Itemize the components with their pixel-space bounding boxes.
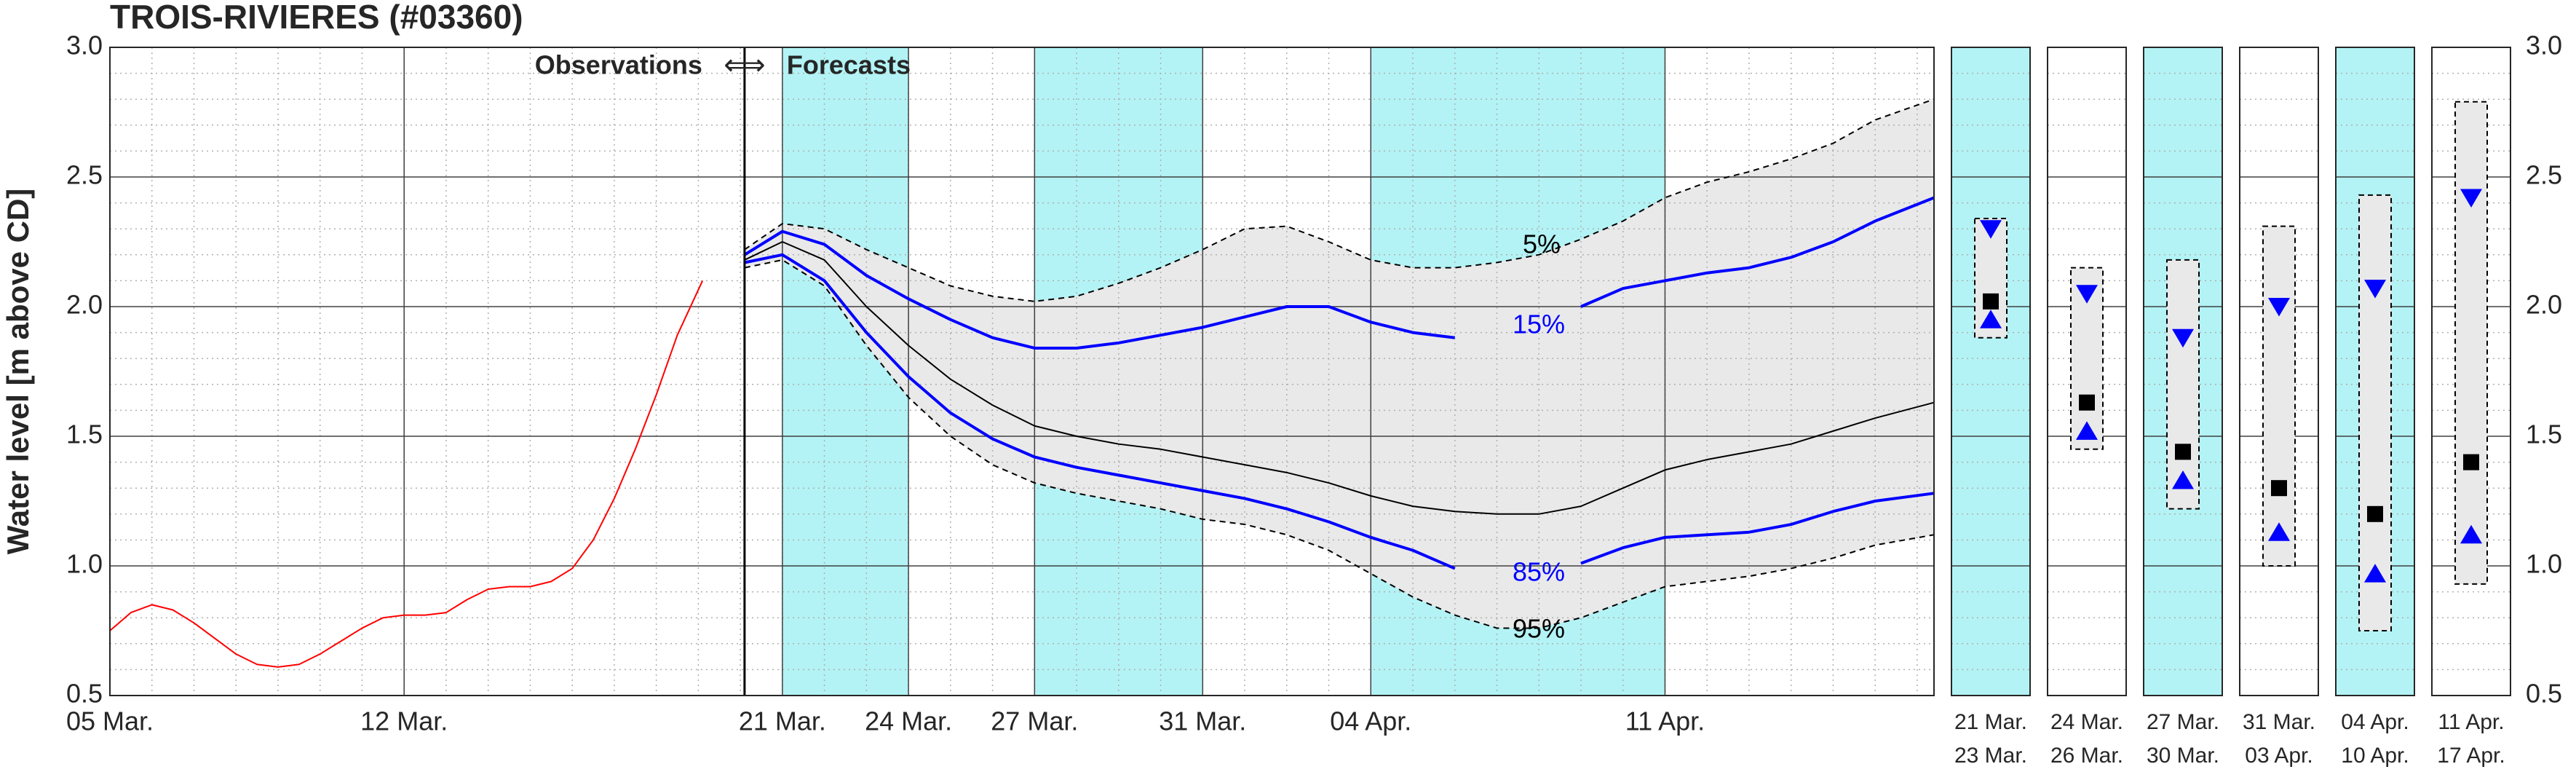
period-start-label: 11 Apr.: [2438, 710, 2504, 734]
period-start-label: 21 Mar.: [1954, 710, 2027, 734]
axes-frame: [109, 47, 1935, 696]
x-tick-label: 21 Mar.: [739, 706, 826, 736]
percentile-label: 85%: [1513, 557, 1565, 587]
right-y-tick-label: 2.5: [2526, 160, 2562, 190]
x-tick-label: 04 Apr.: [1330, 706, 1411, 736]
period-end-label: 30 Mar.: [2147, 744, 2219, 768]
series-line: [744, 253, 1935, 570]
lower-quantile-marker: [2364, 564, 2386, 583]
bound-line: [744, 259, 1935, 629]
range-box: [2166, 259, 2200, 510]
percentile-label: 15%: [1513, 310, 1565, 339]
period-start-label: 27 Mar.: [2147, 710, 2219, 734]
period-panel: [1951, 47, 2030, 696]
y-tick-label: 1.5: [66, 420, 103, 449]
upper-quantile-marker: [2364, 280, 2386, 299]
upper-quantile-marker: [2076, 285, 2098, 304]
series-line: [744, 241, 1935, 515]
panel-frame: [2047, 47, 2127, 696]
median-marker: [2079, 394, 2095, 411]
upper-quantile-marker: [2172, 328, 2194, 348]
x-tick-label: 12 Mar.: [360, 706, 448, 736]
y-tick-label: 0.5: [66, 679, 103, 709]
x-tick-label: 11 Apr.: [1625, 706, 1705, 736]
right-y-tick-label: 0.5: [2526, 679, 2562, 709]
right-y-tick-label: 3.0: [2526, 31, 2562, 60]
forecast-range-band: [744, 99, 1934, 629]
chart-title: TROIS-RIVIERES (#03360): [110, 0, 523, 36]
period-start-label: 31 Mar.: [2243, 710, 2315, 734]
lower-quantile-marker: [2460, 524, 2482, 544]
right-y-tick-label: 1.5: [2526, 420, 2562, 449]
panel-frame: [2143, 47, 2223, 696]
period-end-label: 26 Mar.: [2050, 744, 2123, 768]
x-tick-label: 24 Mar.: [865, 706, 952, 736]
y-tick-label: 1.0: [66, 549, 103, 579]
period-start-label: 04 Apr.: [2341, 710, 2409, 734]
median-marker: [2271, 480, 2287, 497]
lower-quantile-marker: [1980, 310, 2002, 328]
upper-quantile-marker: [2460, 189, 2482, 208]
lower-quantile-marker: [2172, 470, 2194, 489]
lower-quantile-marker: [2076, 421, 2098, 440]
right-y-tick-label: 2.0: [2526, 290, 2562, 320]
percentile-label: 95%: [1513, 614, 1565, 644]
period-end-label: 10 Apr.: [2341, 744, 2409, 768]
panel-frame: [2335, 47, 2415, 696]
observations-label: Observations: [535, 50, 702, 80]
panel-frame: [2239, 47, 2319, 696]
panel-frame: [2431, 47, 2511, 696]
period-end-label: 17 Apr.: [2437, 744, 2505, 768]
y-tick-label: 2.0: [66, 290, 103, 320]
right-y-tick-label: 1.0: [2526, 549, 2562, 579]
period-end-label: 03 Apr.: [2245, 744, 2313, 768]
x-tick-label: 05 Mar.: [66, 706, 154, 736]
y-axis-label: Water level [m above CD]: [1, 189, 35, 555]
double-arrow: ⟺: [724, 50, 765, 82]
range-box: [2454, 101, 2488, 585]
series-line: [743, 196, 1935, 350]
bound-line: [744, 98, 1935, 302]
x-tick-label: 31 Mar.: [1159, 706, 1246, 736]
y-tick-label: 3.0: [66, 31, 103, 60]
panel-frame: [1951, 47, 2031, 696]
median-marker: [2463, 454, 2479, 470]
period-start-label: 24 Mar.: [2050, 710, 2123, 734]
range-box: [2358, 194, 2392, 632]
median-marker: [2367, 505, 2383, 522]
lower-quantile-marker: [2268, 522, 2290, 541]
x-tick-label: 27 Mar.: [991, 706, 1078, 736]
period-end-label: 23 Mar.: [1954, 744, 2027, 768]
median-marker: [2175, 444, 2191, 460]
upper-quantile-marker: [2268, 298, 2290, 317]
percentile-label: 5%: [1523, 229, 1561, 259]
upper-quantile-marker: [1980, 220, 2002, 239]
y-tick-label: 2.5: [66, 160, 103, 190]
series-line: [109, 280, 704, 668]
median-marker: [1983, 293, 1999, 310]
range-box: [2262, 225, 2296, 567]
forecasts-label: Forecasts: [787, 50, 911, 80]
